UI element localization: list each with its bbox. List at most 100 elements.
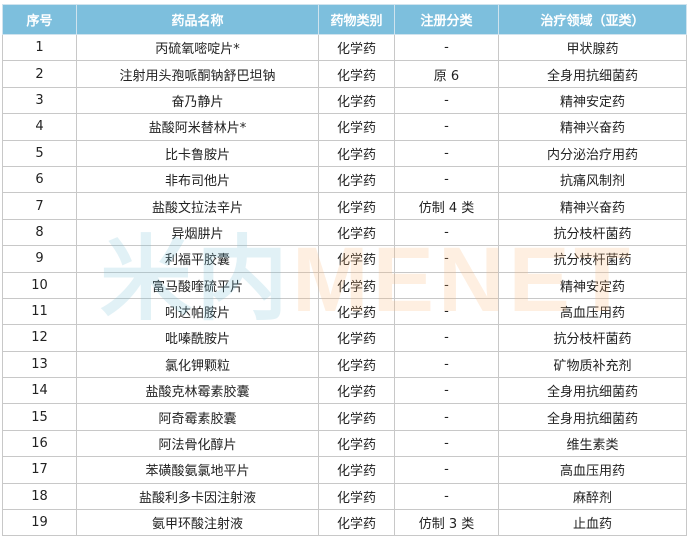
- cell-registration-class: -: [394, 271, 499, 299]
- cell-registration-class: 原 6: [394, 60, 499, 88]
- cell-drug-category: 化学药: [318, 377, 395, 405]
- table-row: 5 比卡鲁胺片 化学药 - 内分泌治疗用药: [2, 139, 687, 167]
- table-row: 15 阿奇霉素胶囊 化学药 - 全身用抗细菌药: [2, 403, 687, 431]
- cell-drug-name: 奋乃静片: [76, 86, 319, 115]
- cell-registration-class: 仿制 4 类: [394, 192, 499, 220]
- cell-drug-category: 化学药: [318, 139, 395, 167]
- cell-index: 3: [2, 86, 77, 115]
- cell-index: 8: [2, 218, 77, 247]
- cell-index: 11: [2, 297, 77, 326]
- cell-index: 1: [2, 33, 77, 62]
- cell-index: 9: [2, 245, 77, 273]
- cell-drug-category: 化学药: [318, 429, 395, 458]
- cell-index: 13: [2, 350, 77, 379]
- cell-drug-category: 化学药: [318, 482, 395, 511]
- header-row: 序号 药品名称 药物类别 注册分类 治疗领域（亚类）: [2, 4, 687, 35]
- cell-therapeutic-area: 维生素类: [498, 429, 687, 458]
- header-drug-category: 药物类别: [318, 4, 395, 35]
- header-index: 序号: [2, 4, 77, 35]
- table-row: 14 盐酸克林霉素胶囊 化学药 - 全身用抗细菌药: [2, 377, 687, 405]
- cell-drug-name: 丙硫氧嘧啶片*: [76, 33, 319, 62]
- table-row: 19 氨甲环酸注射液 化学药 仿制 3 类止血药: [2, 509, 687, 537]
- table-row: 6 非布司他片 化学药 - 抗痛风制剂: [2, 165, 687, 194]
- cell-drug-name: 阿奇霉素胶囊: [76, 403, 319, 431]
- cell-registration-class: -: [394, 33, 499, 62]
- cell-index: 12: [2, 324, 77, 352]
- cell-drug-category: 化学药: [318, 218, 395, 247]
- cell-drug-category: 化学药: [318, 456, 395, 484]
- cell-registration-class: -: [394, 377, 499, 405]
- cell-therapeutic-area: 全身用抗细菌药: [498, 403, 687, 431]
- cell-drug-name: 盐酸阿米替林片*: [76, 113, 319, 141]
- cell-drug-name: 非布司他片: [76, 165, 319, 194]
- cell-index: 2: [2, 60, 77, 88]
- cell-registration-class: -: [394, 86, 499, 115]
- cell-drug-category: 化学药: [318, 297, 395, 326]
- table-row: 18 盐酸利多卡因注射液 化学药 - 麻醉剂: [2, 482, 687, 511]
- cell-therapeutic-area: 高血压用药: [498, 456, 687, 484]
- cell-drug-name: 苯磺酸氨氯地平片: [76, 456, 319, 484]
- cell-therapeutic-area: 麻醉剂: [498, 482, 687, 511]
- cell-registration-class: -: [394, 403, 499, 431]
- cell-registration-class: 仿制 3 类: [394, 509, 499, 537]
- cell-index: 6: [2, 165, 77, 194]
- header-registration-class: 注册分类: [394, 4, 499, 35]
- table-row: 13 氯化钾颗粒 化学药 - 矿物质补充剂: [2, 350, 687, 379]
- cell-registration-class: -: [394, 482, 499, 511]
- table-row: 3 奋乃静片 化学药 - 精神安定药: [2, 86, 687, 115]
- cell-drug-name: 盐酸文拉法辛片: [76, 192, 319, 220]
- cell-therapeutic-area: 止血药: [498, 509, 687, 537]
- cell-therapeutic-area: 精神安定药: [498, 271, 687, 299]
- table-row: 8 异烟肼片 化学药 - 抗分枝杆菌药: [2, 218, 687, 247]
- cell-therapeutic-area: 抗分枝杆菌药: [498, 245, 687, 273]
- cell-registration-class: -: [394, 165, 499, 194]
- table-row: 10 富马酸喹硫平片 化学药 - 精神安定药: [2, 271, 687, 299]
- cell-index: 18: [2, 482, 77, 511]
- table-row: 12 吡嗪酰胺片 化学药 - 抗分枝杆菌药: [2, 324, 687, 352]
- cell-drug-category: 化学药: [318, 350, 395, 379]
- cell-index: 14: [2, 377, 77, 405]
- cell-drug-name: 吡嗪酰胺片: [76, 324, 319, 352]
- cell-registration-class: -: [394, 456, 499, 484]
- cell-registration-class: -: [394, 429, 499, 458]
- cell-drug-category: 化学药: [318, 60, 395, 88]
- cell-registration-class: -: [394, 297, 499, 326]
- cell-drug-category: 化学药: [318, 192, 395, 220]
- table-row: 1 丙硫氧嘧啶片* 化学药 - 甲状腺药: [2, 33, 687, 62]
- cell-therapeutic-area: 矿物质补充剂: [498, 350, 687, 379]
- cell-registration-class: -: [394, 139, 499, 167]
- cell-drug-name: 盐酸克林霉素胶囊: [76, 377, 319, 405]
- cell-therapeutic-area: 精神兴奋药: [498, 113, 687, 141]
- cell-drug-name: 利福平胶囊: [76, 245, 319, 273]
- cell-index: 16: [2, 429, 77, 458]
- header-drug-name: 药品名称: [76, 4, 319, 35]
- cell-therapeutic-area: 高血压用药: [498, 297, 687, 326]
- cell-therapeutic-area: 全身用抗细菌药: [498, 377, 687, 405]
- cell-drug-name: 富马酸喹硫平片: [76, 271, 319, 299]
- cell-drug-name: 注射用头孢哌酮钠舒巴坦钠: [76, 60, 319, 88]
- cell-drug-category: 化学药: [318, 403, 395, 431]
- cell-drug-name: 氯化钾颗粒: [76, 350, 319, 379]
- drug-table: 序号 药品名称 药物类别 注册分类 治疗领域（亚类） 1 丙硫氧嘧啶片* 化学药 - 甲状腺药 2…: [2, 4, 687, 537]
- cell-registration-class: -: [394, 113, 499, 141]
- cell-index: 7: [2, 192, 77, 220]
- table-row: 9 利福平胶囊 化学药 - 抗分枝杆菌药: [2, 245, 687, 273]
- table-row: 4 盐酸阿米替林片* 化学药 - 精神兴奋药: [2, 113, 687, 141]
- cell-index: 5: [2, 139, 77, 167]
- cell-drug-name: 阿法骨化醇片: [76, 429, 319, 458]
- cell-index: 17: [2, 456, 77, 484]
- header-therapeutic-area: 治疗领域（亚类）: [498, 4, 687, 35]
- cell-index: 19: [2, 509, 77, 537]
- cell-drug-category: 化学药: [318, 113, 395, 141]
- cell-drug-name: 盐酸利多卡因注射液: [76, 482, 319, 511]
- table-row: 16 阿法骨化醇片 化学药 - 维生素类: [2, 429, 687, 458]
- cell-registration-class: -: [394, 350, 499, 379]
- cell-index: 15: [2, 403, 77, 431]
- cell-drug-category: 化学药: [318, 33, 395, 62]
- cell-index: 4: [2, 113, 77, 141]
- cell-drug-name: 吲达帕胺片: [76, 297, 319, 326]
- cell-therapeutic-area: 抗分枝杆菌药: [498, 218, 687, 247]
- table-row: 17 苯磺酸氨氯地平片 化学药 - 高血压用药: [2, 456, 687, 484]
- cell-registration-class: -: [394, 324, 499, 352]
- cell-drug-name: 氨甲环酸注射液: [76, 509, 319, 537]
